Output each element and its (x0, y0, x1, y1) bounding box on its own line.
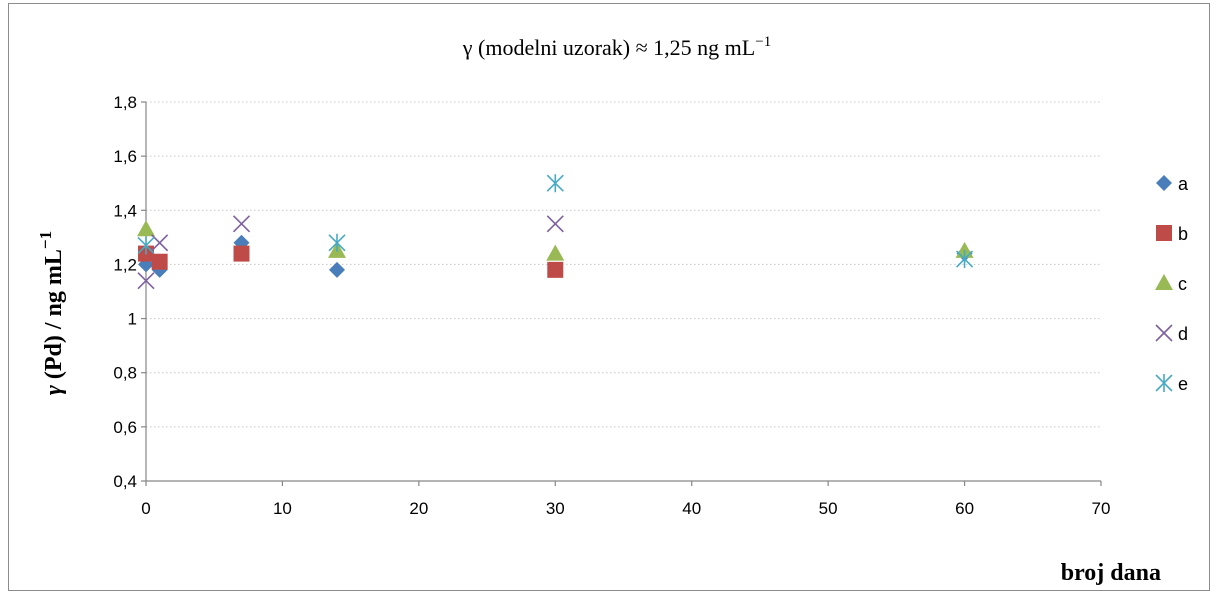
data-point-b (547, 261, 564, 278)
data-point-c (137, 220, 155, 237)
y-tick-label: 0,8 (113, 364, 137, 383)
legend-marker-e (1155, 374, 1173, 392)
legend-label-e: e (1178, 374, 1188, 394)
axes (141, 101, 1102, 486)
data-point-d (546, 215, 564, 233)
legend-marker-c (1155, 274, 1173, 290)
data-point-b (233, 245, 250, 262)
y-tick-label: 1 (128, 310, 137, 329)
data-point-b (151, 253, 168, 270)
data-point-e (546, 174, 564, 193)
data-point-a (329, 261, 345, 278)
data-point-e (328, 233, 346, 252)
legend-marker-d (1155, 324, 1173, 342)
legend-label-a: a (1178, 174, 1189, 194)
y-tick-label: 1,4 (113, 201, 137, 220)
x-tick-label: 20 (409, 499, 428, 518)
tick-labels: 0,4 0,6 0,8 1 1,2 1,4 1,6 1,8 0 10 20 30 40 50 60 70 (113, 93, 1110, 518)
x-axis-label: broj dana (1061, 560, 1161, 586)
legend-marker-b (1156, 225, 1172, 241)
data-point-d (137, 272, 155, 290)
legend-label-b: b (1178, 224, 1188, 244)
x-tick-label: 60 (955, 499, 974, 518)
legend-marker-a (1156, 175, 1172, 191)
x-tick-label: 50 (819, 499, 838, 518)
data-point-e (956, 250, 974, 269)
data-point-d (232, 215, 251, 233)
y-tick-label: 0,6 (113, 418, 137, 437)
y-tick-label: 1,6 (113, 147, 137, 166)
x-tick-label: 70 (1092, 499, 1111, 518)
chart-title: γ (modelni uzorak) ≈ 1,25 ng mL−1 (462, 34, 771, 60)
x-tick-label: 30 (546, 499, 565, 518)
scatter-chart: 0,4 0,6 0,8 1 1,2 1,4 1,6 1,8 0 10 20 30 40 50 60 70 a b… (36, 34, 1189, 586)
data-point-c (546, 244, 565, 261)
data-point-e (137, 236, 155, 255)
y-tick-label: 1,8 (113, 93, 137, 112)
x-tick-label: 0 (141, 499, 150, 518)
y-axis-label: γ (Pd) / ng mL−1 (36, 231, 67, 395)
legend-label-c: c (1178, 274, 1187, 294)
y-tick-label: 0,4 (113, 472, 137, 491)
x-tick-label: 40 (682, 499, 701, 518)
legend: a b c d e (1155, 174, 1189, 394)
x-tick-label: 10 (273, 499, 292, 518)
chart-frame: 0,4 0,6 0,8 1 1,2 1,4 1,6 1,8 0 10 20 30 40 50 60 70 a b… (8, 3, 1210, 591)
legend-label-d: d (1178, 324, 1188, 344)
data-point-d (151, 234, 169, 252)
data-markers (137, 174, 974, 290)
y-tick-label: 1,2 (113, 255, 137, 274)
gridlines (146, 101, 1101, 428)
